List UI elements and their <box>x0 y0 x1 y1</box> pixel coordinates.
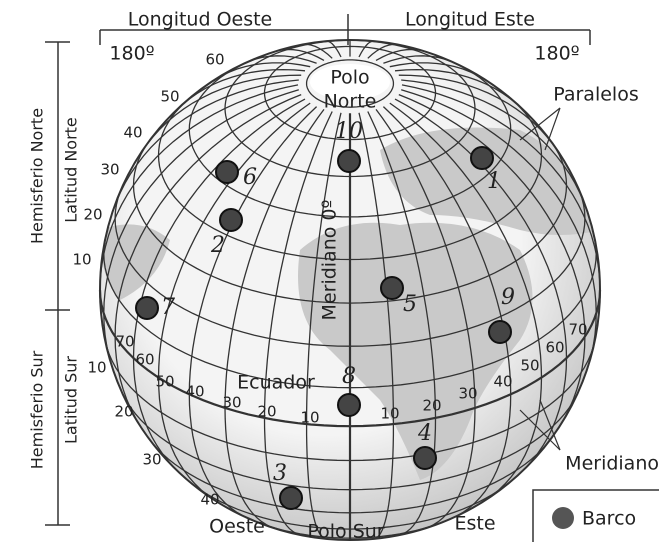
latitude-tick: 10 <box>87 359 106 377</box>
longitude-tick: 30 <box>222 394 241 412</box>
boat <box>136 297 158 319</box>
longitude-tick: 20 <box>257 403 276 421</box>
north-latitude: Latitud Norte <box>62 117 81 223</box>
longitude-east: Longitud Este <box>405 9 535 31</box>
boat <box>338 150 360 172</box>
boat-number: 9 <box>501 285 515 310</box>
longitude-tick: 50 <box>520 357 539 375</box>
latitude-tick: 40 <box>200 491 219 509</box>
longitude-tick: 60 <box>545 339 564 357</box>
boat <box>220 209 242 231</box>
latitude-tick: 10 <box>72 251 91 269</box>
boat-number: 1 <box>487 169 501 194</box>
equator: Ecuador <box>237 372 315 394</box>
longitude-tick: 40 <box>185 383 204 401</box>
latitude-tick: 50 <box>160 88 179 106</box>
boat-number: 3 <box>273 461 287 486</box>
boat <box>489 321 511 343</box>
boat-number: 4 <box>417 421 432 446</box>
legend-label: Barco <box>582 508 636 530</box>
boat-number: 2 <box>210 233 225 258</box>
latitude-tick: 30 <box>100 161 119 179</box>
latitude-tick: 60 <box>205 51 224 69</box>
latitude-tick: 20 <box>114 403 133 421</box>
longitude-tick: 70 <box>115 333 134 351</box>
longitude-tick: 40 <box>493 373 512 391</box>
boat-number: 7 <box>161 295 175 320</box>
boat <box>338 394 360 416</box>
boat-number: 6 <box>243 165 257 190</box>
longitude-tick: 60 <box>135 351 154 369</box>
longitude-tick: 10 <box>380 405 399 423</box>
parallels-callout: Paralelos <box>553 84 638 106</box>
north-hemisphere: Hemisferio Norte <box>28 108 47 244</box>
north-pole: Polo <box>330 67 369 89</box>
longitude-tick: 20 <box>422 397 441 415</box>
longitude-tick: 10 <box>300 409 319 427</box>
longitude-tick: 50 <box>155 373 174 391</box>
boat <box>216 161 238 183</box>
east-180: 180º <box>534 43 579 65</box>
boat-number: 8 <box>342 364 356 389</box>
latitude-tick: 20 <box>83 206 102 224</box>
boat-number: 10 <box>335 119 363 144</box>
boat <box>471 147 493 169</box>
meridians-callout: Meridiano <box>565 453 659 475</box>
side-bracket <box>45 42 70 525</box>
prime-meridian: Meridiano 0º <box>319 200 341 321</box>
legend-marker <box>552 507 574 529</box>
longitude-tick: 70 <box>568 321 587 339</box>
latitude-tick: 30 <box>142 451 161 469</box>
globe-diagram: Longitud Oeste Longitud Este 180º 180º H… <box>0 0 659 542</box>
latitude-tick: 40 <box>123 124 142 142</box>
boat <box>414 447 436 469</box>
east: Este <box>454 513 495 535</box>
longitude-west: Longitud Oeste <box>128 9 273 31</box>
south-hemisphere: Hemisferio Sur <box>28 350 47 469</box>
west: Oeste <box>209 516 265 538</box>
north-pole: Norte <box>324 91 377 113</box>
south-latitude: Latitud Sur <box>62 356 81 444</box>
longitude-tick: 30 <box>458 385 477 403</box>
boat-number: 5 <box>403 292 417 317</box>
west-180: 180º <box>109 43 154 65</box>
south-pole: Polo Sur <box>307 521 384 542</box>
boat <box>381 277 403 299</box>
boat <box>280 487 302 509</box>
